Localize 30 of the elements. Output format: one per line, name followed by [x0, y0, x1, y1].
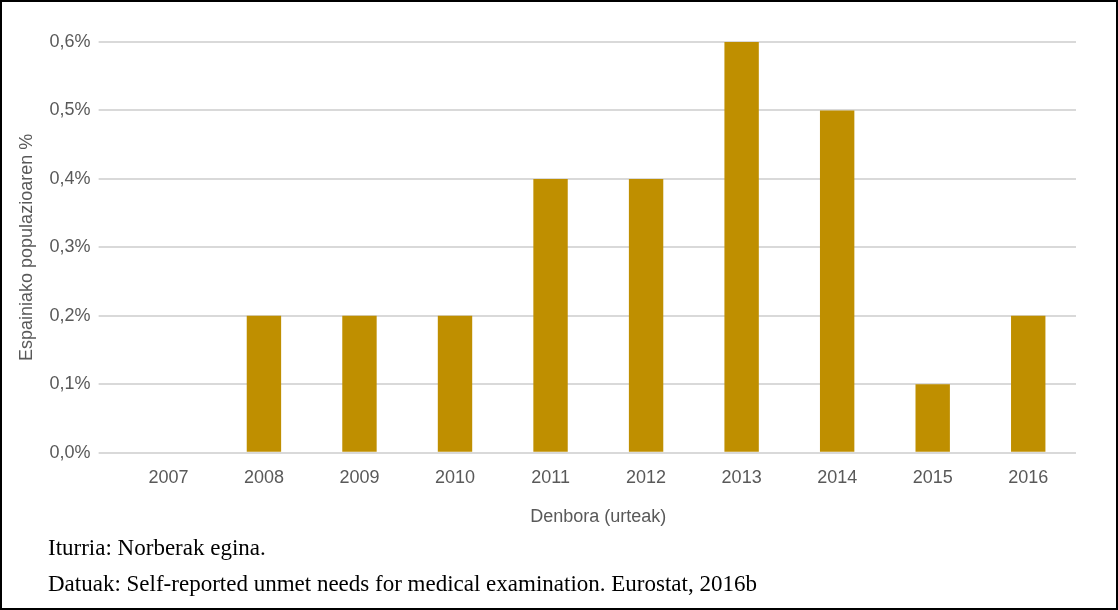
x-tick-label: 2011: [531, 466, 570, 487]
bar: [533, 178, 568, 452]
y-tick-label: 0,3%: [49, 236, 91, 257]
x-tick-label: 2008: [243, 466, 284, 487]
y-tick-label: 0,6%: [49, 30, 91, 51]
x-tick-label: 2015: [912, 466, 953, 487]
x-tick-label: 2010: [434, 466, 476, 487]
x-axis-title: Denbora (urteak): [530, 506, 667, 527]
bar: [246, 315, 282, 452]
text: Iturria: Norberak egina.: [48, 534, 267, 562]
y-tick-label: 0,0%: [49, 441, 91, 462]
x-tick-label: 2016: [1008, 466, 1049, 487]
y-tick-label: 0,2%: [49, 304, 91, 325]
bar: [437, 315, 473, 452]
x-tick-label: 2014: [817, 466, 858, 487]
bar: [1011, 315, 1046, 452]
bar: [819, 110, 855, 452]
y-axis-title: Espainiako populazioaren %: [15, 133, 36, 361]
x-tick-label: 2007: [148, 466, 189, 487]
text: Datuak: Self-reported unmet needs for medical examination. Eurostat, 2016b: [48, 570, 757, 598]
bar: [915, 384, 950, 452]
bar: [724, 42, 759, 452]
bar: [628, 178, 664, 452]
y-tick-label: 0,5%: [49, 99, 91, 120]
x-tick-label: 2009: [339, 466, 380, 487]
y-tick-label: 0,4%: [49, 167, 91, 188]
y-tick-label: 0,1%: [49, 373, 91, 394]
bar: [342, 315, 377, 452]
x-tick-label: 2013: [721, 466, 762, 487]
x-tick-label: 2012: [626, 466, 667, 487]
